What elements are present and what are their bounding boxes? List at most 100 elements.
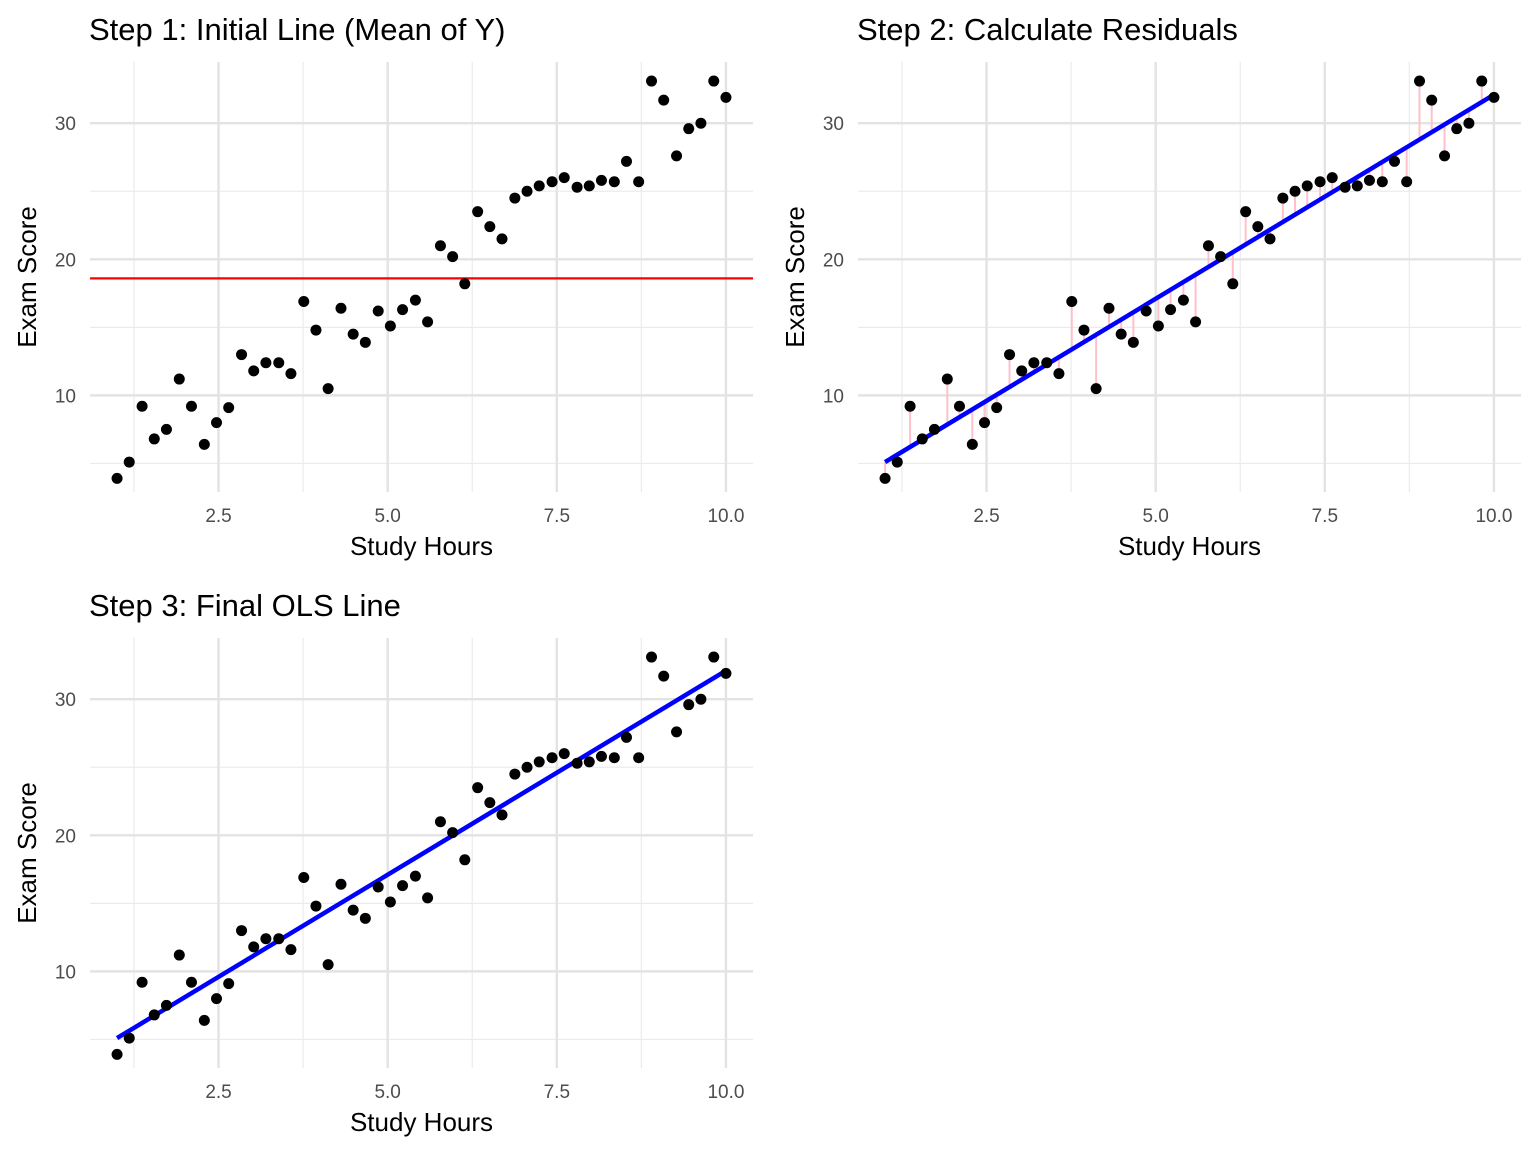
data-point — [1426, 94, 1438, 106]
data-point — [384, 320, 396, 332]
data-point — [484, 221, 496, 233]
data-point — [1140, 305, 1152, 317]
x-tick-label: 5.0 — [374, 506, 400, 527]
data-point — [1264, 233, 1276, 245]
data-point — [422, 892, 434, 904]
data-point — [409, 294, 421, 306]
data-point — [708, 75, 720, 87]
data-point — [372, 305, 384, 317]
data-point — [185, 400, 197, 412]
data-point — [447, 827, 459, 839]
data-point — [384, 896, 396, 908]
panel-step-2: 2.5 5.0 7.5 10.0 10 20 30 Study Hours Exam Score… — [768, 0, 1528, 570]
data-point — [1190, 316, 1202, 328]
data-point — [695, 117, 707, 129]
data-point — [1103, 302, 1115, 314]
data-point — [1451, 123, 1463, 135]
data-point — [123, 456, 135, 468]
chart-step-1: 2.5 5.0 7.5 10.0 10 20 30 Study Hours Exam Score… — [12, 12, 753, 561]
data-point — [683, 699, 695, 711]
data-point — [720, 91, 732, 103]
data-point — [1376, 176, 1388, 188]
data-point — [273, 933, 285, 945]
y-tick-label: 10 — [823, 386, 844, 407]
data-point — [434, 240, 446, 252]
data-point — [683, 123, 695, 135]
data-point — [891, 456, 903, 468]
chart-title: Step 2: Calculate Residuals — [857, 12, 1238, 47]
data-point — [1053, 368, 1065, 380]
data-point — [1488, 91, 1500, 103]
data-points — [111, 75, 732, 484]
data-point — [173, 949, 185, 961]
data-point — [904, 400, 916, 412]
data-point — [472, 206, 484, 218]
data-point — [1314, 176, 1326, 188]
data-point — [1078, 324, 1090, 336]
data-point — [941, 373, 953, 385]
data-point — [1363, 174, 1375, 186]
data-points — [879, 75, 1500, 484]
chart-step-2: 2.5 5.0 7.5 10.0 10 20 30 Study Hours Exam Score… — [780, 12, 1521, 561]
data-point — [372, 881, 384, 893]
data-point — [310, 324, 322, 336]
data-point — [928, 423, 940, 435]
data-point — [123, 1032, 135, 1044]
y-axis-label: Exam Score — [12, 206, 42, 348]
data-point — [1016, 365, 1028, 377]
data-point — [1339, 181, 1351, 193]
data-point — [484, 797, 496, 809]
data-point — [472, 782, 484, 794]
data-point — [521, 185, 533, 197]
data-point — [658, 94, 670, 106]
data-point — [1351, 180, 1363, 192]
data-point — [533, 756, 545, 768]
data-point — [298, 295, 310, 307]
x-tick-label: 10.0 — [707, 506, 744, 527]
panel-step-1: 2.5 5.0 7.5 10.0 10 20 30 Study Hours Exam Score… — [0, 0, 760, 570]
data-point — [185, 976, 197, 988]
data-point — [546, 176, 558, 188]
x-tick-label: 2.5 — [205, 1082, 231, 1103]
data-point — [979, 417, 991, 429]
y-tick-label: 10 — [55, 962, 76, 983]
data-point — [335, 302, 347, 314]
data-point — [720, 667, 732, 679]
data-point — [1476, 75, 1488, 87]
chart-title: Step 1: Initial Line (Mean of Y) — [89, 12, 505, 47]
y-tick-label: 20 — [823, 250, 844, 271]
data-point — [285, 944, 297, 956]
data-point — [583, 180, 595, 192]
data-point — [422, 316, 434, 328]
data-point — [1041, 357, 1053, 369]
x-tick-label: 5.0 — [1142, 506, 1168, 527]
data-point — [298, 871, 310, 883]
data-point — [1004, 349, 1016, 361]
data-point — [646, 651, 658, 663]
ols-fit-line — [883, 92, 1496, 464]
data-point — [236, 925, 248, 937]
data-point — [160, 423, 172, 435]
data-point — [447, 251, 459, 263]
y-tick-label: 20 — [55, 826, 76, 847]
data-point — [571, 757, 583, 769]
data-point — [211, 993, 223, 1005]
data-point — [260, 933, 272, 945]
data-point — [571, 181, 583, 193]
data-point — [260, 357, 272, 369]
x-tick-label: 10.0 — [707, 1082, 744, 1103]
data-point — [1252, 221, 1264, 233]
data-point — [583, 756, 595, 768]
y-tick-label: 30 — [823, 114, 844, 135]
data-point — [1165, 304, 1177, 316]
x-axis-label: Study Hours — [350, 1107, 493, 1137]
data-point — [409, 870, 421, 882]
data-point — [347, 328, 359, 340]
data-point — [633, 752, 645, 764]
data-point — [285, 368, 297, 380]
data-point — [1401, 176, 1413, 188]
x-tick-label: 7.5 — [544, 506, 570, 527]
data-point — [1289, 185, 1301, 197]
data-point — [646, 75, 658, 87]
y-tick-label: 30 — [55, 690, 76, 711]
